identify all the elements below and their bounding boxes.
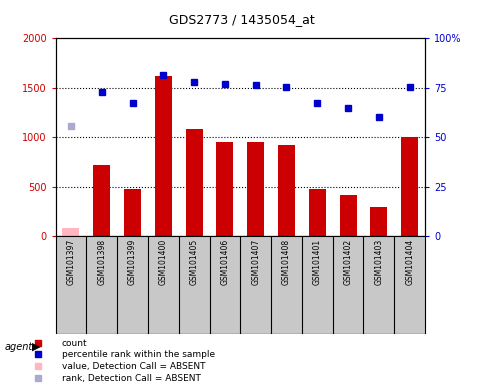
Text: GSM101397: GSM101397 [67,239,75,285]
Bar [309,189,326,236]
Text: percentile rank within the sample: percentile rank within the sample [62,349,215,359]
Bar [124,189,141,236]
Text: GDS2773 / 1435054_at: GDS2773 / 1435054_at [169,13,314,26]
Text: value, Detection Call = ABSENT: value, Detection Call = ABSENT [62,361,205,371]
Bar [370,207,387,236]
Text: soluble TNF: soluble TNF [214,342,267,351]
Text: agent: agent [5,342,33,352]
Text: rank, Detection Call = ABSENT: rank, Detection Call = ABSENT [62,374,200,382]
Text: GSM101399: GSM101399 [128,239,137,285]
Bar [401,137,418,236]
Bar [62,228,79,236]
Text: GSM101404: GSM101404 [405,239,414,285]
Text: transmembrane TNF: transmembrane TNF [317,342,410,351]
Bar [340,195,356,236]
Bar [216,142,233,236]
Text: GSM101401: GSM101401 [313,239,322,285]
Text: GSM101402: GSM101402 [343,239,353,285]
Text: GSM101398: GSM101398 [97,239,106,285]
Bar [278,145,295,236]
Text: control: control [101,342,133,351]
Text: GSM101403: GSM101403 [374,239,384,285]
Text: GSM101408: GSM101408 [282,239,291,285]
Bar [155,76,172,236]
Text: GSM101406: GSM101406 [220,239,229,285]
Text: GSM101407: GSM101407 [251,239,260,285]
Bar [179,334,302,359]
Text: ▶: ▶ [32,342,41,352]
Text: GSM101405: GSM101405 [190,239,199,285]
Bar [247,142,264,236]
Bar [185,129,202,236]
Bar [93,165,110,236]
Text: count: count [62,339,87,348]
Bar [56,334,179,359]
Text: GSM101400: GSM101400 [159,239,168,285]
Bar [302,334,425,359]
